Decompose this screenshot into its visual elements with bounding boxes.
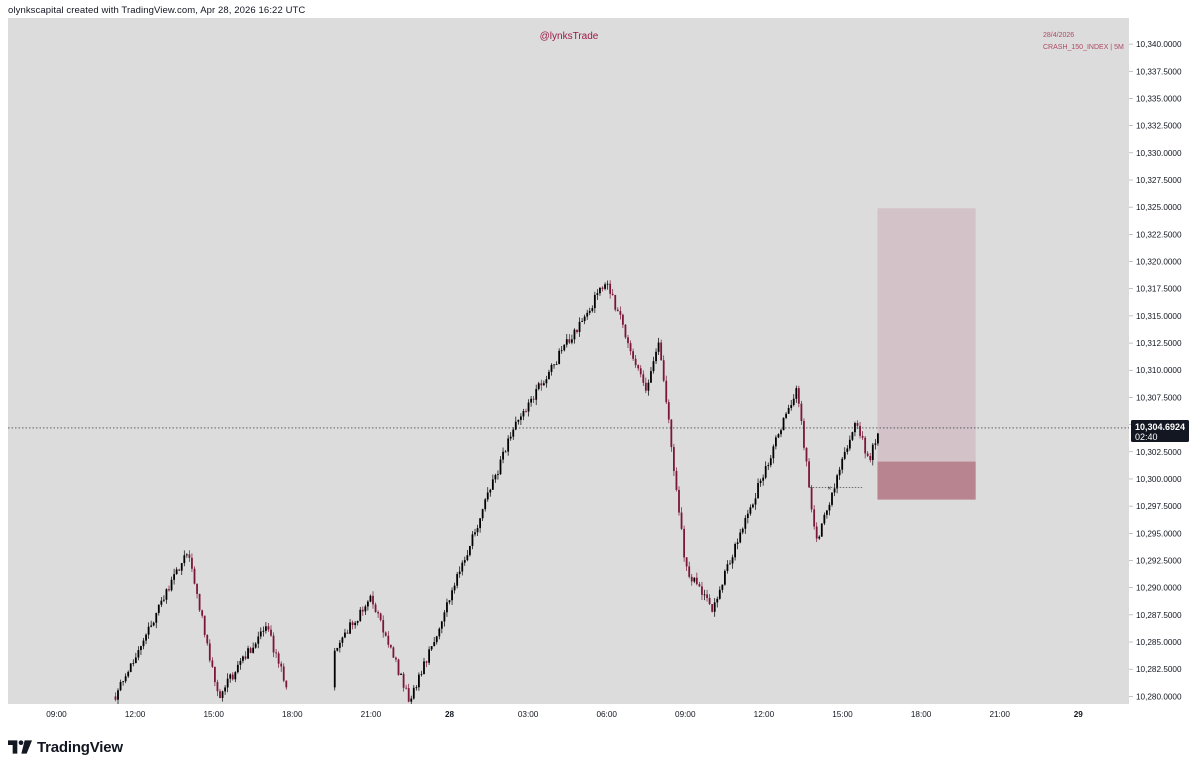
- right-margin: [1192, 18, 1200, 722]
- axis-corner: [1129, 704, 1192, 722]
- plot-area[interactable]: [8, 18, 1129, 704]
- price-axis[interactable]: [1129, 18, 1192, 704]
- footer-brand: TradingView: [8, 737, 123, 757]
- header-attribution: olynkscapital created with TradingView.c…: [8, 5, 306, 16]
- time-axis[interactable]: [8, 704, 1129, 722]
- tradingview-wordmark: TradingView: [37, 738, 123, 756]
- tradingview-logo-icon: [8, 740, 32, 754]
